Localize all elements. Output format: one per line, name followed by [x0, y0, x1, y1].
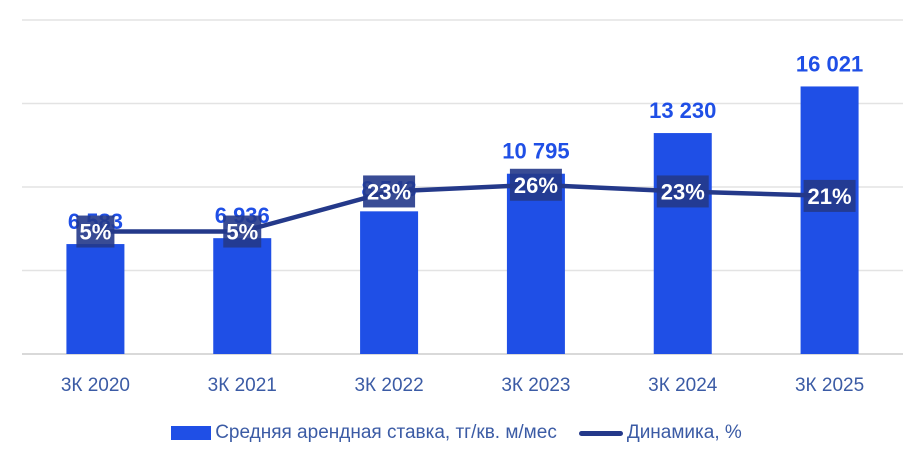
line-value-label: 21%	[808, 184, 852, 209]
line-value-labels: 5% 5% 23% 26% 23% 21%	[76, 168, 856, 248]
line-value-label: 23%	[367, 179, 411, 204]
line-value-label-box	[76, 215, 115, 248]
bar	[653, 133, 712, 354]
x-tick-label: 3К 2024	[648, 375, 718, 396]
bar-series	[66, 86, 859, 354]
bar	[213, 238, 272, 354]
bar	[66, 244, 125, 354]
line-value-label: 23%	[661, 179, 705, 204]
legend-swatch-bar	[171, 426, 212, 440]
line-value-label-box	[656, 175, 709, 208]
line-value-label-box	[803, 179, 856, 212]
legend-label-bar: Средняя арендная ставка, тг/кв. м/мес	[215, 422, 557, 443]
x-tick-label: 3К 2023	[501, 375, 570, 396]
line-value-label: 5%	[80, 220, 112, 245]
line-value-label-box	[509, 168, 562, 201]
line-value-label-box	[363, 175, 416, 208]
line-value-label-box	[223, 215, 262, 248]
gridlines	[22, 19, 903, 355]
bar-value-label: 10 795	[502, 139, 569, 164]
x-tick-label: 3К 2025	[795, 375, 864, 396]
bar	[360, 211, 419, 354]
bar	[800, 86, 859, 354]
legend: Средняя арендная ставка, тг/кв. м/мес Ди…	[0, 420, 913, 446]
bar	[506, 173, 565, 354]
legend-swatch-line	[578, 430, 623, 436]
x-tick-label: 3К 2021	[208, 375, 277, 396]
x-tick-label: 3К 2022	[354, 375, 423, 396]
legend-label-line: Динамика, %	[626, 422, 742, 443]
bar-value-label: 13 230	[649, 98, 716, 123]
legend-item-bar: Средняя арендная ставка, тг/кв. м/мес	[171, 422, 557, 444]
line-value-label: 5%	[226, 220, 258, 245]
dynamics-line	[93, 182, 832, 234]
bar-value-label: 16 021	[796, 51, 863, 76]
legend-item-line: Динамика, %	[578, 422, 742, 444]
x-tick-label: 3К 2020	[61, 375, 130, 396]
line-value-label: 26%	[514, 173, 558, 198]
x-axis-tick-labels: 3К 2020 3К 2021 3К 2022 3К 2023 3К 2024 3К 20…	[61, 375, 864, 396]
